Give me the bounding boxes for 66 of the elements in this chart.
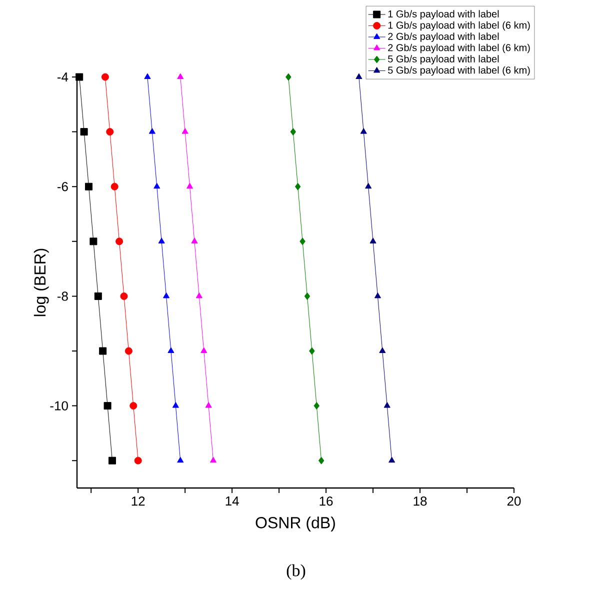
point	[384, 402, 390, 408]
legend-label: 1 Gb/s payload with label	[388, 10, 499, 20]
point	[120, 292, 128, 300]
legend-label: 1 Gb/s payload with label (6 km)	[388, 21, 530, 31]
x-tick-label: 18	[414, 496, 427, 506]
point	[158, 238, 165, 244]
point	[94, 292, 102, 300]
point	[130, 402, 138, 410]
point	[300, 238, 306, 246]
point	[104, 402, 112, 410]
point	[144, 73, 151, 80]
point	[360, 128, 367, 134]
point	[108, 456, 116, 464]
point	[196, 292, 202, 298]
point	[177, 73, 184, 80]
point	[101, 73, 109, 81]
point	[124, 347, 132, 355]
point	[99, 347, 107, 355]
point	[309, 347, 315, 355]
point	[182, 128, 188, 134]
text: (b)	[286, 564, 306, 580]
x-tick-label: 12	[132, 496, 145, 506]
point	[172, 402, 179, 408]
point	[106, 128, 114, 136]
point	[286, 73, 292, 81]
x-tick-label: 14	[226, 496, 239, 506]
point	[365, 182, 372, 189]
point	[205, 402, 212, 408]
legend-label: 5 Gb/s payload with label (6 km)	[388, 66, 530, 76]
point	[148, 128, 156, 134]
legend-label: 5 Gb/s payload with label	[388, 55, 499, 64]
point	[134, 456, 142, 464]
point	[80, 128, 88, 136]
point	[168, 347, 174, 353]
x-axis-title: OSNR (dB)	[256, 516, 335, 532]
x-tick-label: 20	[507, 496, 521, 506]
y-tick-label: -10	[50, 401, 68, 410]
point	[210, 456, 217, 463]
point	[84, 182, 92, 190]
point	[318, 456, 324, 464]
y-tick-label: -4	[57, 72, 68, 82]
point	[200, 347, 208, 353]
point	[191, 238, 198, 244]
point	[374, 292, 381, 298]
point	[90, 238, 98, 246]
point	[388, 456, 396, 463]
y-axis-title: log (BER)	[34, 248, 49, 316]
legend-label: 2 Gb/s payload with label	[388, 32, 499, 42]
legend-label: 2 Gb/s payload with label (6 km)	[388, 44, 530, 54]
point	[356, 73, 362, 80]
y-tick-label: -8	[57, 292, 68, 301]
point	[290, 128, 296, 136]
point	[370, 238, 376, 244]
y-tick-label: -6	[57, 182, 68, 192]
point	[379, 347, 386, 353]
point	[304, 292, 310, 300]
point	[186, 182, 194, 189]
point	[116, 238, 124, 246]
point	[76, 73, 84, 81]
x-tick-label: 16	[320, 496, 333, 506]
point	[162, 292, 170, 298]
point	[154, 182, 160, 189]
point	[177, 456, 184, 463]
point	[110, 182, 118, 190]
point	[314, 402, 320, 410]
point	[294, 182, 301, 190]
